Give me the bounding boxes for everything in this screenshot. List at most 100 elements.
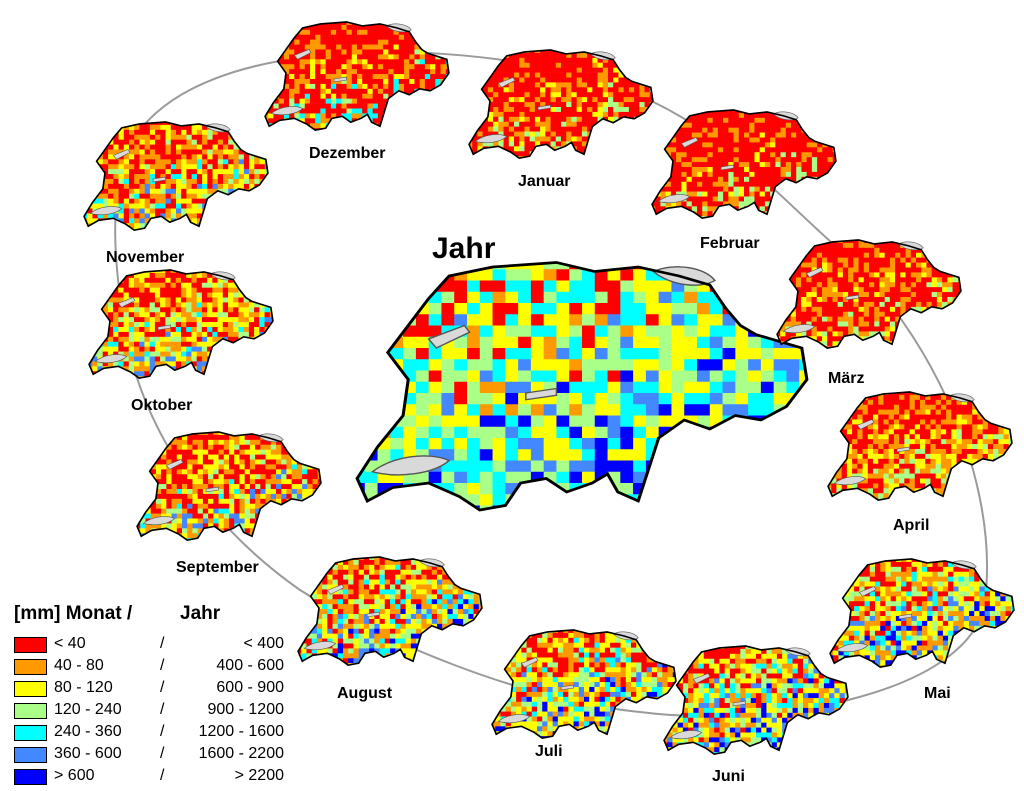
lake-0	[657, 194, 691, 204]
legend-jahr-value: > 2200	[234, 767, 284, 784]
country-outline	[264, 21, 450, 131]
month-7-svg	[491, 629, 677, 739]
lake-1	[165, 459, 184, 470]
month-6-svg	[663, 645, 849, 755]
lake-1	[692, 673, 711, 684]
lake-3	[720, 164, 734, 171]
label-november: November	[106, 249, 185, 266]
label-dezember: Dezember	[309, 145, 386, 162]
legend-row: 120 - 240 / 900 - 1200	[14, 701, 314, 721]
map-mai	[828, 557, 1016, 675]
lake-1	[858, 586, 877, 597]
lake-0	[94, 354, 128, 364]
lake-1	[856, 419, 875, 430]
legend-row: > 600 / > 2200	[14, 767, 314, 787]
label-juli: Juli	[535, 743, 563, 760]
legend-separator: /	[160, 767, 165, 784]
lake-3	[898, 613, 912, 620]
country-outline	[491, 629, 677, 739]
month-3-svg	[776, 239, 962, 349]
label-juni: Juni	[712, 768, 745, 785]
legend-monat-value: 360 - 600	[54, 745, 122, 762]
legend-swatch	[14, 659, 47, 675]
lake-3	[333, 76, 347, 83]
lake-3	[537, 104, 551, 111]
lake-0	[270, 106, 304, 116]
map-juli	[490, 628, 678, 746]
legend-monat-value: 80 - 120	[54, 679, 113, 696]
lake-1	[293, 49, 312, 60]
map-november	[82, 120, 270, 238]
legend-row: 360 - 600 / 1600 - 2200	[14, 745, 314, 765]
map-maerz	[775, 238, 963, 356]
month-2-svg	[651, 109, 837, 219]
legend-separator: /	[160, 657, 165, 674]
country-outline	[83, 121, 269, 231]
annual-map-title: Jahr	[432, 232, 496, 265]
map-august	[296, 555, 484, 673]
lake-3	[560, 684, 574, 691]
legend-row: 240 - 360 / 1200 - 1600	[14, 723, 314, 743]
annual-precipitation-map	[352, 258, 812, 528]
legend-swatch	[14, 747, 47, 763]
lake-3	[525, 387, 558, 401]
legend-title-jahr: Jahr	[180, 603, 221, 624]
legend-monat-value: > 600	[54, 767, 95, 784]
legend-swatch	[14, 637, 47, 653]
legend-swatch	[14, 681, 47, 697]
month-1-svg	[468, 49, 654, 159]
map-dezember	[263, 20, 451, 138]
month-8-svg	[297, 556, 483, 666]
legend-jahr-value: 900 - 1200	[207, 701, 284, 718]
legend-separator: /	[160, 723, 165, 740]
lake-0	[142, 516, 176, 526]
legend-monat-value: 120 - 240	[54, 701, 122, 718]
legend-separator: /	[160, 679, 165, 696]
country-outline	[651, 109, 837, 219]
map-september	[135, 430, 323, 548]
country-outline	[88, 269, 274, 379]
legend-jahr-value: 1600 - 2200	[198, 745, 284, 762]
legend-separator: /	[160, 701, 165, 718]
lake-3	[157, 324, 171, 331]
lake-1	[326, 584, 345, 595]
country-outline	[827, 391, 1013, 501]
lake-3	[205, 486, 219, 493]
legend-monat-value: 240 - 360	[54, 723, 122, 740]
lake-0	[370, 455, 451, 476]
lake-1	[497, 77, 516, 88]
lake-0	[782, 324, 816, 334]
lake-1	[117, 297, 136, 308]
month-11-svg	[83, 121, 269, 231]
map-juni	[662, 644, 850, 762]
label-september: September	[176, 559, 259, 576]
lake-0	[303, 641, 337, 651]
legend-swatch	[14, 769, 47, 785]
map-april	[826, 390, 1014, 508]
legend-separator: /	[160, 635, 165, 652]
legend-jahr-value: 1200 - 1600	[198, 723, 284, 740]
month-0-svg	[264, 21, 450, 131]
annual-svg	[355, 261, 809, 512]
legend-title-monat: [mm] Monat /	[14, 603, 133, 624]
lake-1	[805, 267, 824, 278]
label-januar: Januar	[518, 173, 571, 190]
country-outline	[829, 558, 1015, 668]
label-mai: Mai	[924, 685, 951, 702]
country-outline	[776, 239, 962, 349]
map-februar	[650, 108, 838, 226]
lake-1	[680, 137, 699, 148]
lake-0	[669, 730, 703, 740]
country-outline	[355, 261, 809, 512]
month-9-svg	[136, 431, 322, 541]
legend-jahr-value: < 400	[243, 635, 284, 652]
legend-jahr-value: 600 - 900	[216, 679, 284, 696]
legend-jahr-value: 400 - 600	[216, 657, 284, 674]
lake-3	[845, 294, 859, 301]
legend-monat-value: 40 - 80	[54, 657, 104, 674]
legend-row: 40 - 80 / 400 - 600	[14, 657, 314, 677]
month-4-svg	[827, 391, 1013, 501]
annual-raster	[357, 262, 807, 510]
lake-3	[732, 700, 746, 707]
label-april: April	[893, 517, 930, 534]
